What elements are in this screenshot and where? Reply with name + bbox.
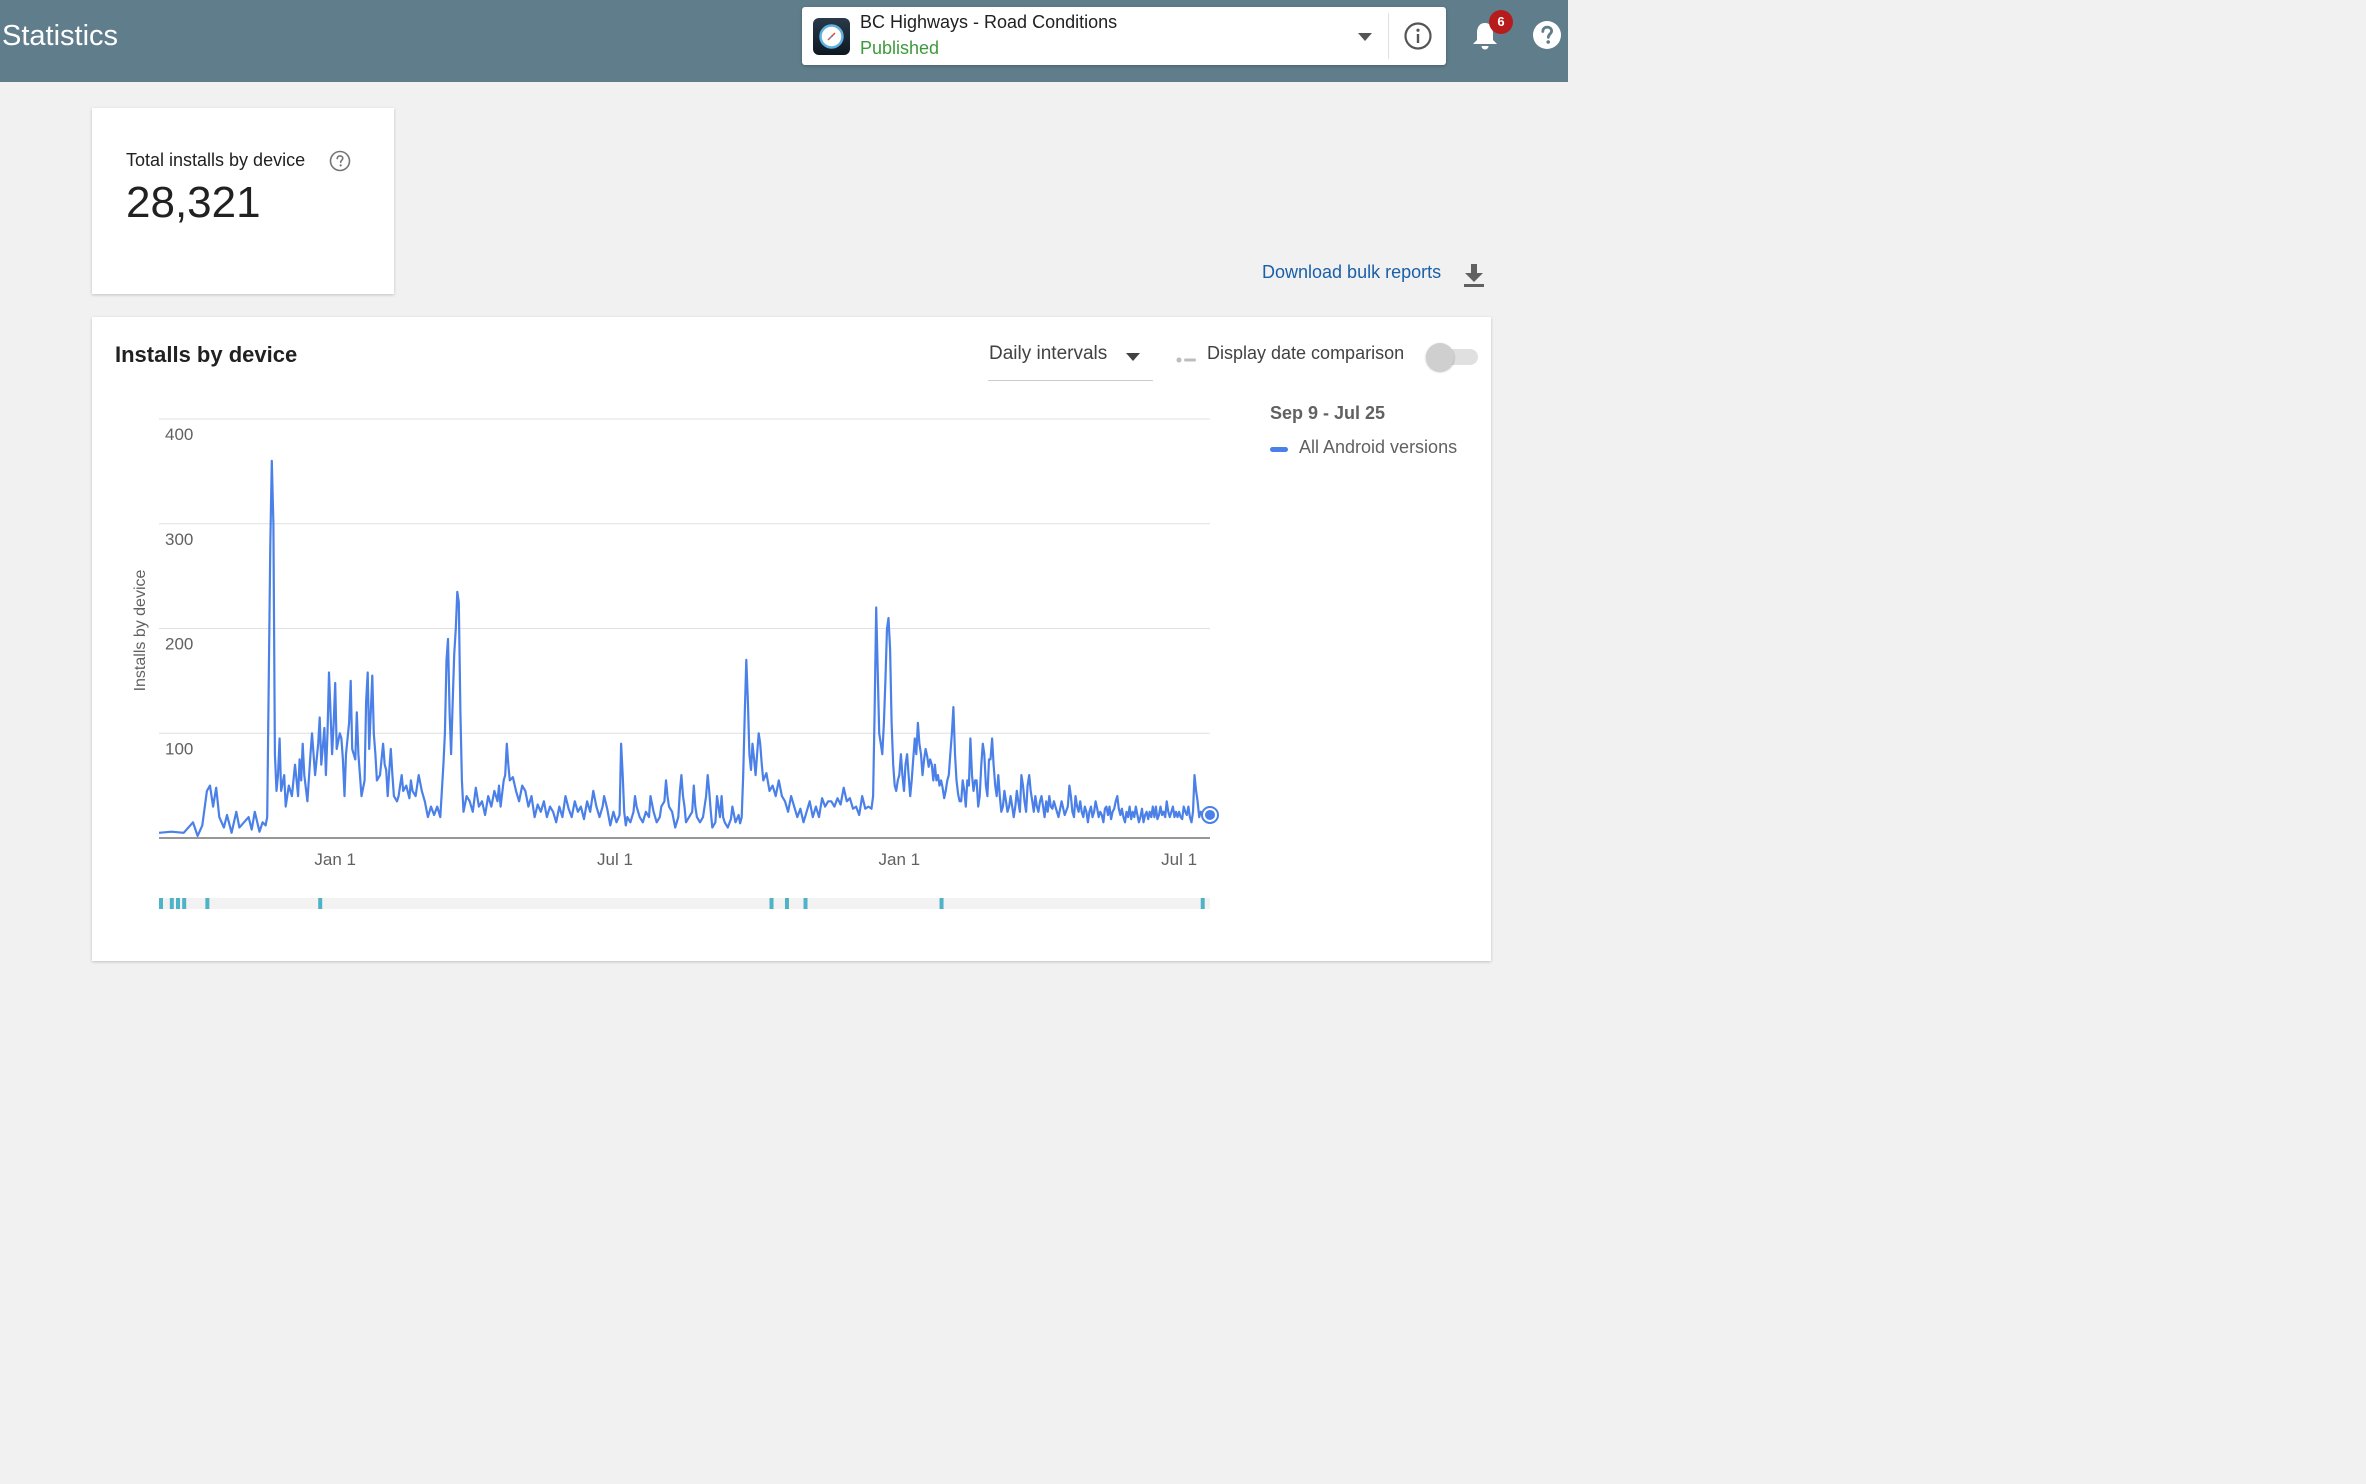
app-selector[interactable]: BC Highways - Road Conditions Published	[802, 7, 1446, 65]
help-outline-icon[interactable]	[329, 150, 351, 172]
download-bulk-reports-link[interactable]: Download bulk reports	[1262, 262, 1442, 282]
info-circle-icon[interactable]	[1403, 21, 1433, 51]
app-status: Published	[860, 38, 940, 58]
installs-line-chart: 100 200 300 400 Jan 1 Jul 1 Jan 1 Jul 1 Installs…	[132, 418, 1219, 909]
top-app-bar: Statistics BC Highways - Road Conditions…	[0, 0, 1568, 82]
divider	[1388, 13, 1389, 59]
x-tick-label: Jan 1	[879, 850, 921, 869]
annotation-marker	[318, 898, 323, 909]
y-tick-label: 400	[165, 425, 193, 444]
app-name: BC Highways - Road Conditions	[860, 12, 1118, 32]
toggle-thumb	[1426, 343, 1454, 371]
annotation-strip	[159, 898, 1210, 909]
installs-by-device-card: Installs by device Daily intervals Displ…	[92, 317, 1491, 961]
chart-title: Installs by device	[115, 342, 298, 367]
annotation-marker	[159, 898, 163, 909]
annotation-marker	[784, 898, 789, 909]
annotation-marker	[803, 898, 808, 909]
series-line-all-android-versions	[158, 459, 1210, 837]
help-circle-icon[interactable]	[1532, 20, 1562, 50]
notification-count-badge: 6	[1489, 10, 1513, 34]
date-comparison-toggle[interactable]	[1426, 343, 1478, 371]
comparison-line-icon	[1176, 350, 1196, 363]
legend-series-label: All Android versions	[1299, 437, 1458, 457]
download-icon[interactable]	[1462, 262, 1486, 288]
legend-date-range: Sep 9 - Jul 25	[1270, 403, 1386, 423]
annotation-marker	[1200, 898, 1205, 909]
annotation-marker	[939, 898, 944, 909]
page-title: Statistics	[2, 20, 119, 52]
chevron-down-icon	[1126, 353, 1140, 361]
y-axis-title: Installs by device	[132, 569, 149, 691]
y-tick-label: 200	[165, 635, 193, 654]
annotation-marker	[169, 898, 174, 909]
x-tick-label: Jul 1	[597, 850, 633, 869]
annotation-marker	[176, 898, 181, 909]
annotation-marker	[182, 898, 187, 909]
y-tick-label: 300	[165, 530, 193, 549]
annotation-marker	[205, 898, 210, 909]
annotation-marker	[769, 898, 774, 909]
legend-swatch	[1270, 447, 1288, 452]
total-installs-card: Total installs by device 28,321	[92, 108, 394, 294]
y-tick-label: 100	[165, 739, 193, 758]
interval-label: Daily intervals	[989, 343, 1108, 364]
kpi-value: 28,321	[126, 178, 261, 227]
x-tick-label: Jan 1	[314, 850, 356, 869]
date-comparison-label: Display date comparison	[1207, 343, 1405, 363]
interval-select[interactable]: Daily intervals	[988, 339, 1153, 381]
series-endpoint-marker	[1205, 809, 1215, 820]
chevron-down-icon[interactable]	[1358, 33, 1372, 41]
compass-icon	[813, 18, 850, 55]
kpi-label: Total installs by device	[126, 150, 306, 170]
x-tick-label: Jul 1	[1161, 850, 1197, 869]
